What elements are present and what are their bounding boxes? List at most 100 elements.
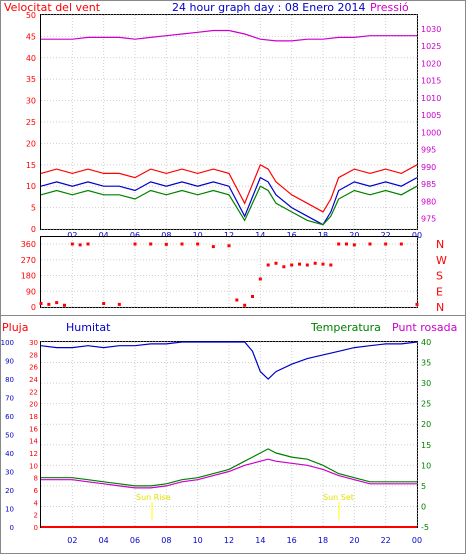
direction-tick: 90: [26, 287, 36, 296]
time-tick: 02: [67, 231, 77, 240]
time-tick: 04: [99, 536, 109, 545]
time-tick: 08: [161, 231, 171, 240]
rain-label: Pluja: [2, 321, 28, 334]
pressure-tick: 990: [421, 163, 436, 172]
pressure-tick: 1010: [421, 94, 441, 103]
time-tick: 14: [255, 231, 265, 240]
time-tick: 16: [287, 231, 297, 240]
humidity-tick: 40: [5, 450, 14, 458]
rain-tick: 20: [29, 401, 38, 409]
temperature-tick: 10: [421, 461, 431, 470]
direction-point: [78, 243, 82, 247]
time-tick: 12: [224, 536, 234, 545]
direction-degree-axis: 0 90 180 270 360: [21, 240, 36, 312]
time-tick: 20: [349, 231, 359, 240]
direction-point: [39, 302, 43, 305]
humidity-tick: 60: [5, 413, 14, 421]
series-line-pressió: [41, 29, 417, 42]
rain-tick: 24: [29, 376, 38, 384]
rain-tick: 10: [29, 462, 38, 470]
direction-tick: 0: [31, 303, 36, 312]
time-tick: 04: [99, 231, 109, 240]
direction-point: [243, 303, 247, 307]
direction-point: [63, 303, 66, 307]
time-tick: 08: [161, 536, 171, 545]
series-line-humitat: [40, 341, 418, 380]
humidity-temperature-grid: [41, 341, 418, 528]
direction-point: [384, 242, 388, 246]
wind-speed-axis: 0 5 10 15 20 25 30 35 40 45 50: [26, 11, 36, 234]
temperature-tick: 5: [421, 482, 426, 491]
time-tick: 00: [412, 536, 422, 545]
wind-speed-tick: 10: [26, 182, 36, 191]
rain-tick: 2: [34, 512, 38, 520]
direction-point: [266, 263, 270, 267]
rain-tick: 26: [29, 364, 38, 372]
wind-speed-tick: 5: [31, 204, 36, 213]
temperature-tick: 25: [421, 400, 431, 409]
rain-tick: 8: [34, 475, 38, 483]
time-tick: 06: [130, 536, 140, 545]
pressure-tick: 1005: [421, 111, 441, 120]
direction-point: [399, 242, 403, 246]
direction-point: [235, 298, 239, 302]
wind-speed-tick: 15: [26, 161, 36, 170]
wind-speed-tick: 50: [26, 11, 36, 20]
rain-tick: 30: [29, 339, 38, 347]
direction-point: [345, 242, 348, 246]
temperature-tick: 0: [421, 502, 426, 511]
humidity-tick: 80: [5, 376, 14, 384]
wind-speed-tick: 20: [26, 139, 36, 148]
compass-tick: E: [436, 285, 443, 298]
temperature-tick: 30: [421, 379, 431, 388]
direction-tick: 270: [21, 256, 36, 265]
series-line-velocitat-del-vent: [40, 163, 418, 213]
direction-point: [47, 302, 51, 306]
humidity-axis: 0 10 20 30 40 50 60 70 80 90 100: [1, 339, 14, 532]
sunset-label: Sun Set: [323, 493, 354, 502]
wind-pressure-series: [40, 29, 418, 226]
pressure-tick: 1030: [421, 25, 441, 34]
pressure-tick: 1015: [421, 77, 441, 86]
direction-tick: 360: [21, 240, 36, 249]
direction-point: [164, 242, 168, 246]
temperature-tick: 15: [421, 441, 431, 450]
rain-tick: 14: [29, 438, 38, 446]
time-tick: 06: [130, 231, 140, 240]
direction-point: [117, 302, 121, 306]
direction-tick: 180: [21, 272, 36, 281]
humidity-time-axis: 02 04 06 08 10 12 14 16 18 20 22 00: [67, 536, 422, 545]
humidity-tick: 0: [10, 524, 14, 532]
humidity-tick: 20: [5, 487, 14, 495]
time-tick: 18: [318, 231, 328, 240]
direction-point: [298, 262, 301, 266]
wind-speed-tick: 25: [26, 118, 36, 127]
temperature-tick: 35: [421, 359, 431, 368]
rain-tick: 0: [34, 524, 38, 532]
humidity-tick: 10: [5, 506, 14, 514]
direction-point: [251, 295, 254, 298]
direction-point: [55, 301, 59, 305]
direction-point: [196, 242, 200, 246]
direction-point: [337, 242, 341, 246]
direction-point: [258, 277, 262, 281]
dewpoint-label: Punt rosada: [392, 321, 457, 334]
pressure-tick: 980: [421, 197, 436, 206]
rain-tick: 12: [29, 450, 38, 458]
direction-point: [274, 261, 278, 265]
direction-point: [70, 242, 74, 246]
direction-point: [313, 261, 317, 265]
sunrise-label: Sun Rise: [136, 493, 171, 502]
rain-tick: 16: [29, 425, 38, 433]
chart-title: 24 hour graph day : 08 Enero 2014: [172, 1, 366, 14]
wind-speed-tick: 35: [26, 75, 36, 84]
direction-point: [321, 262, 325, 266]
pressure-tick: 1025: [421, 42, 441, 51]
wind-direction-series: [39, 242, 419, 307]
time-tick: 14: [255, 536, 265, 545]
direction-point: [149, 242, 153, 246]
